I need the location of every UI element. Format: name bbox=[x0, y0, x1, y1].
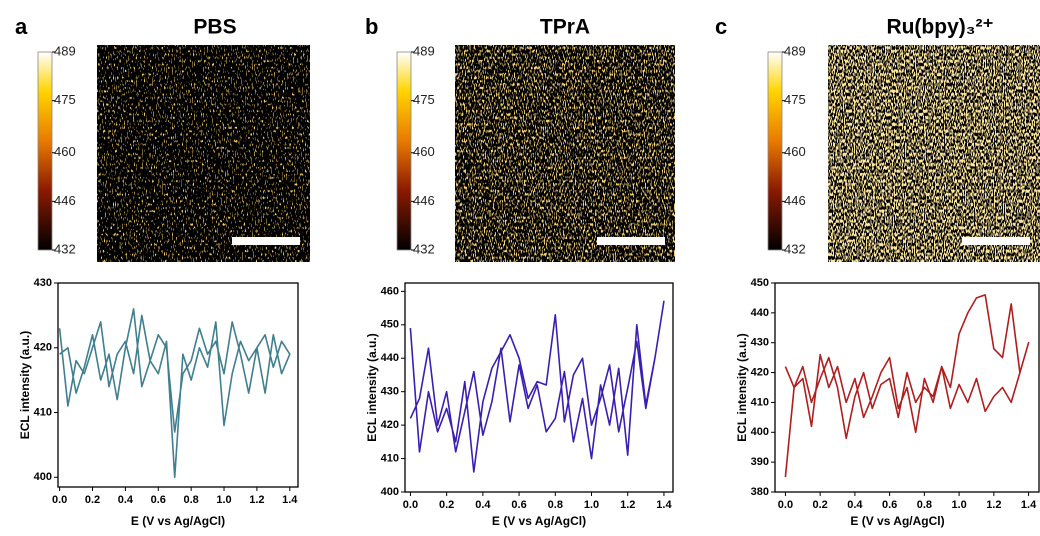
y-tick-label: 410 bbox=[34, 406, 52, 418]
y-tick-label: 430 bbox=[751, 337, 769, 349]
y-tick-label: 420 bbox=[751, 366, 769, 378]
y-tick-label: 400 bbox=[381, 486, 399, 498]
panel-letter: b bbox=[365, 14, 378, 39]
y-tick-label: 440 bbox=[751, 307, 769, 319]
x-tick-label: 1.4 bbox=[656, 499, 672, 511]
colorbar-tick-label: 446 bbox=[413, 193, 435, 208]
ecl-image-noise bbox=[97, 45, 310, 262]
x-tick-label: 0.2 bbox=[85, 494, 100, 506]
plot-frame bbox=[404, 282, 674, 493]
plot-frame bbox=[774, 282, 1040, 493]
x-tick-label: 0.4 bbox=[118, 494, 134, 506]
y-tick-label: 450 bbox=[751, 277, 769, 289]
x-axis-label: E (V vs Ag/AgCl) bbox=[850, 514, 944, 528]
x-axis-label: E (V vs Ag/AgCl) bbox=[492, 514, 586, 528]
data-line bbox=[58, 308, 291, 479]
colorbar-tick-label: 489 bbox=[413, 43, 435, 58]
x-tick-label: 1.2 bbox=[620, 499, 635, 511]
colorbar-tick-label: 432 bbox=[784, 241, 806, 256]
y-tick-label: 400 bbox=[751, 426, 769, 438]
colorbar-tick-label: 446 bbox=[54, 193, 76, 208]
colorbar bbox=[767, 51, 783, 251]
colorbar bbox=[37, 51, 53, 251]
x-tick-label: 0.2 bbox=[439, 499, 454, 511]
colorbar-tick-label: 489 bbox=[784, 43, 806, 58]
y-tick-label: 400 bbox=[34, 471, 52, 483]
y-tick-label: 410 bbox=[751, 396, 769, 408]
colorbar bbox=[396, 51, 412, 251]
colorbar-tick-label: 475 bbox=[784, 92, 806, 107]
colorbar-tick-label: 489 bbox=[54, 43, 76, 58]
y-tick-label: 390 bbox=[751, 456, 769, 468]
colorbar-tick-label: 446 bbox=[784, 193, 806, 208]
y-tick-label: 450 bbox=[381, 319, 399, 331]
y-tick-label: 380 bbox=[751, 486, 769, 498]
x-tick-label: 1.4 bbox=[1021, 499, 1037, 511]
y-tick-label: 420 bbox=[381, 419, 399, 431]
x-tick-label: 0.0 bbox=[52, 494, 67, 506]
y-tick-label: 410 bbox=[381, 452, 399, 464]
x-tick-label: 1.2 bbox=[249, 494, 264, 506]
scale-bar bbox=[597, 237, 665, 245]
panel-letter: c bbox=[715, 14, 727, 39]
panel-title: Ru(bpy)₃²⁺ bbox=[886, 16, 993, 39]
x-tick-label: 0.0 bbox=[403, 499, 418, 511]
x-tick-label: 0.4 bbox=[847, 499, 863, 511]
x-tick-label: 0.8 bbox=[917, 499, 932, 511]
colorbar-tick-label: 432 bbox=[413, 241, 435, 256]
panel-letter: a bbox=[15, 14, 28, 39]
y-axis-label: ECL intensity (a.u.) bbox=[365, 333, 379, 441]
ecl-image-noise bbox=[828, 45, 1040, 262]
scale-bar bbox=[232, 237, 300, 245]
x-tick-label: 0.8 bbox=[548, 499, 563, 511]
colorbar-tick-label: 460 bbox=[784, 144, 806, 159]
colorbar-tick-label: 460 bbox=[54, 144, 76, 159]
y-tick-label: 430 bbox=[34, 277, 52, 289]
colorbar-tick-label: 432 bbox=[54, 241, 76, 256]
x-tick-label: 0.0 bbox=[778, 499, 793, 511]
x-tick-label: 0.6 bbox=[882, 499, 897, 511]
x-tick-label: 1.0 bbox=[216, 494, 231, 506]
y-axis-label: ECL intensity (a.u.) bbox=[18, 331, 32, 439]
x-tick-label: 1.0 bbox=[951, 499, 966, 511]
x-tick-label: 0.2 bbox=[813, 499, 828, 511]
x-tick-label: 1.2 bbox=[986, 499, 1001, 511]
x-tick-label: 0.8 bbox=[184, 494, 199, 506]
panel-title: TPrA bbox=[540, 16, 590, 39]
colorbar-tick-label: 475 bbox=[413, 92, 435, 107]
y-tick-label: 460 bbox=[381, 285, 399, 297]
x-tick-label: 1.4 bbox=[282, 494, 298, 506]
scale-bar bbox=[962, 237, 1030, 245]
x-axis-label: E (V vs Ag/AgCl) bbox=[131, 514, 225, 528]
y-axis-label: ECL intensity (a.u.) bbox=[735, 333, 749, 441]
data-line bbox=[784, 294, 1030, 478]
x-tick-label: 0.6 bbox=[511, 499, 526, 511]
y-tick-label: 420 bbox=[34, 342, 52, 354]
y-tick-label: 440 bbox=[381, 352, 399, 364]
colorbar-tick-label: 460 bbox=[413, 144, 435, 159]
ecl-image-noise bbox=[455, 45, 675, 262]
panel-title: PBS bbox=[193, 16, 236, 39]
colorbar-tick-label: 475 bbox=[54, 92, 76, 107]
y-tick-label: 430 bbox=[381, 386, 399, 398]
x-tick-label: 0.6 bbox=[151, 494, 166, 506]
x-tick-label: 1.0 bbox=[584, 499, 599, 511]
data-line bbox=[409, 300, 665, 473]
x-tick-label: 0.4 bbox=[475, 499, 491, 511]
plot-frame bbox=[57, 282, 299, 488]
